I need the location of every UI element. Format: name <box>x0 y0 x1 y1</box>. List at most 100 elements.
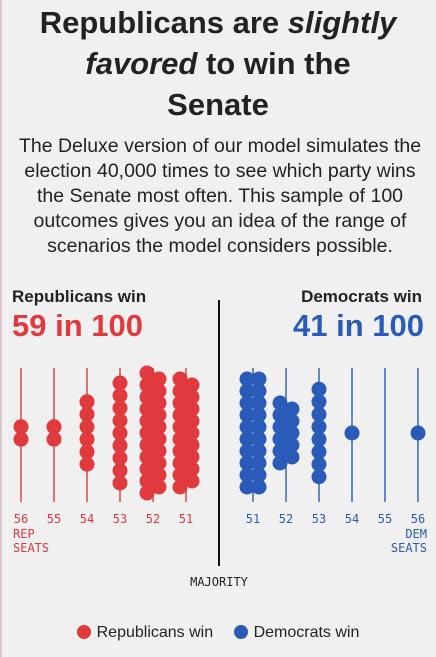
rep-outcome-dot <box>184 425 200 441</box>
rep-outcome-dot <box>184 389 200 405</box>
rep-outcome-dot <box>172 407 188 423</box>
dem-outcome-dot <box>239 419 255 435</box>
rep-outcome-dot <box>151 443 167 459</box>
rep-outcome-dot <box>112 413 128 428</box>
rep-outcome-dot <box>139 473 155 489</box>
rep-outcome-dot <box>79 419 95 435</box>
headline-part3: Senate <box>167 87 269 122</box>
dem-outcome-dot <box>272 395 288 411</box>
rep-outcome-dot <box>151 479 167 495</box>
rep-outcome-dot <box>184 401 200 417</box>
rep-outcome-dot <box>112 463 128 478</box>
dem-outcome-dot <box>239 455 255 471</box>
rep-outcome-dot <box>172 383 188 399</box>
rep-outcome-dot <box>184 473 200 489</box>
rep-outcome-dot <box>13 431 29 447</box>
rep-outcome-dot <box>139 461 155 477</box>
rep-outcome-dot <box>112 425 128 441</box>
rep-outcome-dot <box>172 443 188 459</box>
rep-outcome-dot <box>172 455 188 471</box>
dem-outcome-dot <box>239 467 255 483</box>
dem-outcome-dot <box>239 431 255 447</box>
dem-win-count: 41 in 100 <box>293 308 424 343</box>
rep-outcome-dot <box>79 394 95 410</box>
rep-outcome-dot <box>139 485 155 501</box>
rep-outcome-dot <box>46 419 62 435</box>
dem-outcome-dot <box>251 455 267 471</box>
left-edge-accent <box>0 0 2 657</box>
seat-tick-label: 53 <box>312 512 326 526</box>
seat-tick-label: 54 <box>80 512 94 526</box>
dem-outcome-dot <box>239 383 255 399</box>
dem-seats-note: DEM <box>405 527 427 541</box>
dem-outcome-dot <box>251 407 267 423</box>
rep-outcome-dot <box>184 461 200 477</box>
dem-outcome-dot <box>272 407 288 423</box>
rep-outcome-dot <box>112 438 128 453</box>
rep-outcome-dot <box>172 419 188 435</box>
legend-rep-swatch <box>76 625 91 639</box>
rep-outcome-dot <box>139 377 155 393</box>
rep-outcome-dot <box>112 400 128 416</box>
rep-outcome-dot <box>79 456 95 472</box>
rep-outcome-dot <box>151 431 167 447</box>
rep-seats-note: REP <box>13 527 35 541</box>
dem-outcome-dot <box>251 443 267 459</box>
rep-outcome-dot <box>112 388 128 403</box>
rep-outcome-dot <box>13 419 29 435</box>
rep-outcome-dot <box>184 377 200 393</box>
rep-outcome-dot <box>139 401 155 417</box>
dem-outcome-dot <box>344 425 360 441</box>
dem-outcome-dot <box>410 425 426 441</box>
rep-outcome-dot <box>184 437 200 453</box>
rep-outcome-dot <box>139 389 155 405</box>
rep-outcome-dot <box>139 365 155 381</box>
dem-seats-note: SEATS <box>391 541 427 555</box>
rep-outcome-dot <box>151 383 167 399</box>
rep-outcome-dot <box>112 450 128 466</box>
rep-outcome-dot <box>151 419 167 435</box>
dem-outcome-dot <box>311 394 327 410</box>
seat-tick-label: 56 <box>14 512 28 526</box>
dem-outcome-dot <box>251 383 267 399</box>
dem-outcome-dot <box>284 437 300 453</box>
headline-part1: Republicans are <box>39 5 288 40</box>
legend-rep-label: Republicans win <box>96 624 214 641</box>
rep-outcome-dot <box>139 413 155 429</box>
rep-outcome-dot <box>151 407 167 423</box>
legend-item-rep: Republicans win <box>76 624 214 641</box>
dem-outcome-dot <box>311 381 327 397</box>
rep-win-label: Republicans win <box>12 287 147 306</box>
majority-label: MAJORITY <box>190 575 249 589</box>
seat-tick-label: 51 <box>179 512 193 526</box>
dem-outcome-dot <box>239 407 255 423</box>
dem-outcome-dot <box>239 479 255 495</box>
dem-outcome-dot <box>311 469 327 485</box>
seat-tick-label: 52 <box>279 512 293 526</box>
rep-outcome-dot <box>172 371 188 387</box>
headline-emphasis-1: slightly <box>287 5 397 40</box>
dem-outcome-dot <box>284 425 300 441</box>
dem-outcome-dot <box>239 395 255 411</box>
seat-tick-label: 55 <box>47 512 61 526</box>
rep-outcome-dot <box>172 431 188 447</box>
dem-outcome-dot <box>284 449 300 465</box>
rep-outcome-dot <box>151 467 167 483</box>
rep-outcome-dot <box>79 406 95 422</box>
rep-outcome-dot <box>184 413 200 429</box>
rep-outcome-dot <box>79 444 95 460</box>
intro-text: The Deluxe version of our model simulate… <box>18 135 422 257</box>
rep-outcome-dot <box>112 375 128 391</box>
legend: Republicans win Democrats win <box>0 624 436 642</box>
dem-outcome-dot <box>251 395 267 411</box>
seat-tick-label: 54 <box>345 512 359 526</box>
seat-tick-label: 52 <box>146 512 160 526</box>
rep-outcome-dot <box>139 425 155 441</box>
dem-outcome-dot <box>251 419 267 435</box>
headline-part2: to win the <box>197 46 351 81</box>
dem-outcome-dot <box>311 444 327 460</box>
dem-win-label: Democrats win <box>301 287 422 306</box>
seat-tick-label: 55 <box>378 512 392 526</box>
rep-outcome-dot <box>151 371 167 387</box>
